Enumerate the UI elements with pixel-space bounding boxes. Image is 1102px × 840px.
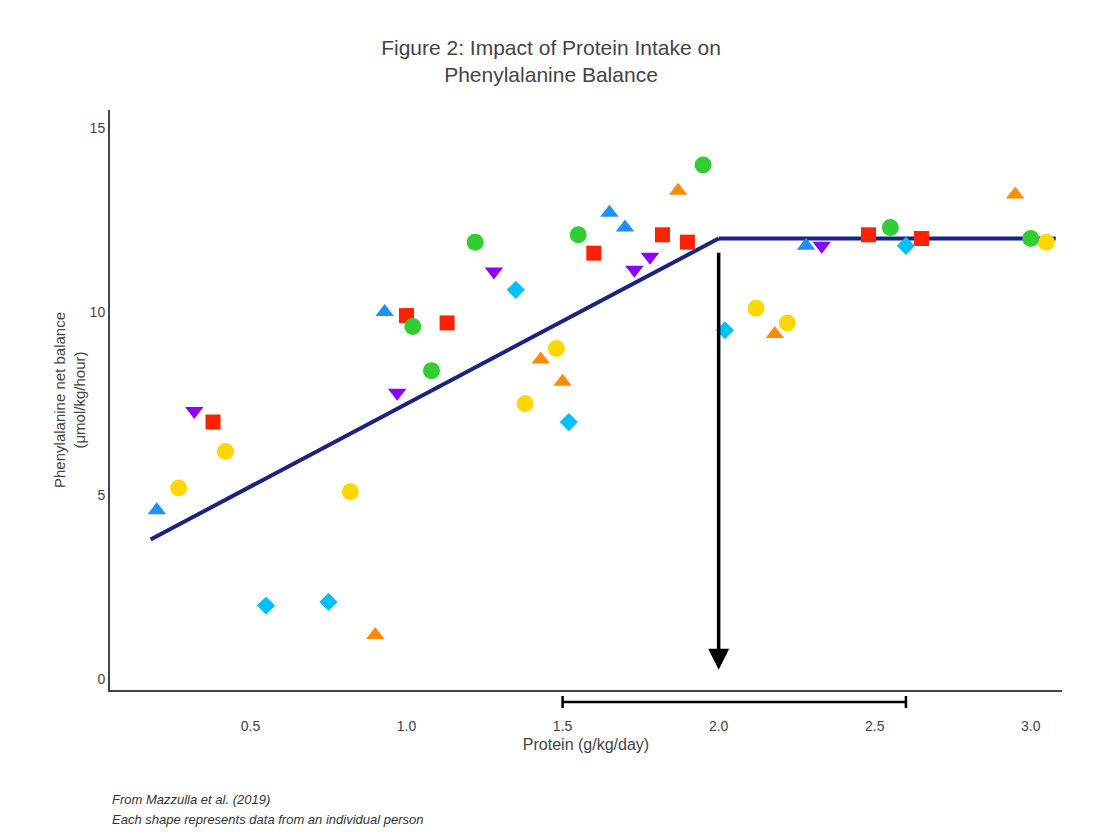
- svg-text:5: 5: [97, 487, 105, 503]
- svg-text:Phenylalanine net balance(μmol: Phenylalanine net balance(μmol/kg/hour): [51, 312, 88, 488]
- svg-text:0: 0: [97, 671, 105, 687]
- svg-text:0.5: 0.5: [241, 718, 261, 734]
- svg-text:Each shape represents data fro: Each shape represents data from an indiv…: [112, 812, 423, 827]
- svg-text:2.0: 2.0: [709, 718, 729, 734]
- svg-text:3.0: 3.0: [1021, 718, 1041, 734]
- svg-text:Protein (g/kg/day): Protein (g/kg/day): [523, 736, 649, 753]
- svg-text:Figure 2: Impact of Protein In: Figure 2: Impact of Protein Intake onPhe…: [381, 36, 721, 86]
- svg-text:10: 10: [90, 304, 106, 320]
- svg-text:15: 15: [90, 120, 106, 136]
- svg-text:1.5: 1.5: [553, 718, 573, 734]
- svg-text:From Mazzulla et al. (2019): From Mazzulla et al. (2019): [112, 792, 270, 807]
- svg-text:1.0: 1.0: [397, 718, 417, 734]
- svg-text:2.5: 2.5: [865, 718, 885, 734]
